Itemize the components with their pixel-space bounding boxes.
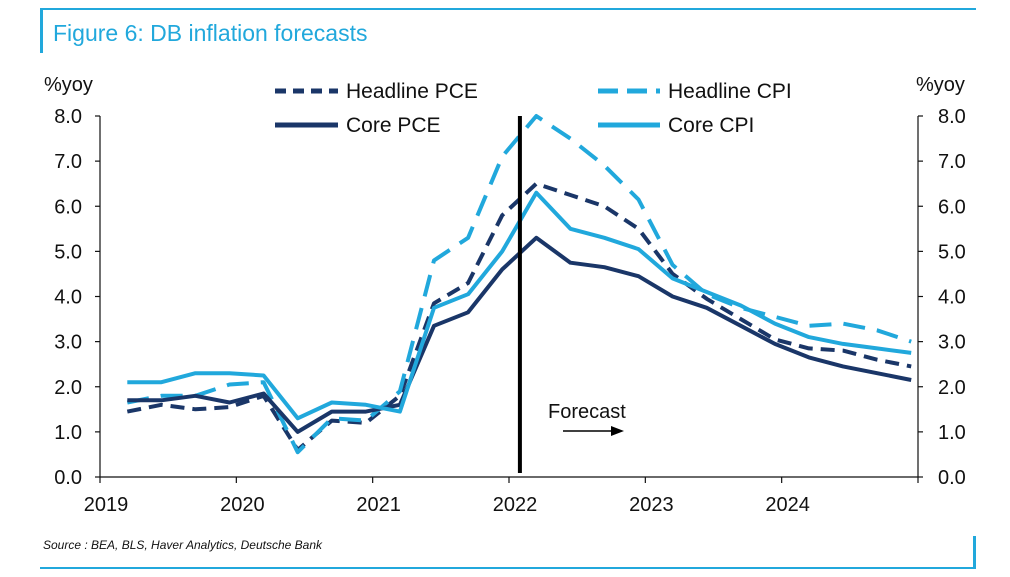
forecast-arrow-head bbox=[611, 426, 624, 436]
legend-label-headline-cpi: Headline CPI bbox=[668, 80, 792, 103]
y-tick-label-right: 8.0 bbox=[938, 106, 966, 128]
y-tick-label-left: 5.0 bbox=[54, 241, 82, 263]
frame-top-rule bbox=[40, 8, 976, 10]
y-tick-label-right: 0.0 bbox=[938, 467, 966, 489]
y-axis-unit-right: %yoy bbox=[916, 74, 965, 96]
frame-right-rule bbox=[973, 536, 976, 569]
source-note: Source : BEA, BLS, Haver Analytics, Deut… bbox=[43, 538, 323, 552]
y-axis-unit-left: %yoy bbox=[44, 74, 93, 96]
y-tick-label-left: 4.0 bbox=[54, 287, 82, 309]
y-tick-label-right: 5.0 bbox=[938, 241, 966, 263]
legend-label-headline-pce: Headline PCE bbox=[346, 80, 478, 103]
y-tick-label-left: 7.0 bbox=[54, 151, 82, 173]
series-line-headline-cpi bbox=[126, 114, 912, 455]
x-tick-label: 2022 bbox=[493, 494, 538, 516]
frame-bottom-rule bbox=[40, 567, 976, 569]
y-tick-label-left: 3.0 bbox=[54, 332, 82, 354]
chart-annotations: Forecast bbox=[517, 116, 626, 473]
x-tick-label: 2020 bbox=[220, 494, 265, 516]
y-tick-label-left: 1.0 bbox=[54, 422, 82, 444]
x-tick-label: 2023 bbox=[629, 494, 674, 516]
x-tick-label: 2021 bbox=[356, 494, 401, 516]
y-tick-label-right: 3.0 bbox=[938, 332, 966, 354]
x-tick-label: 2024 bbox=[765, 494, 810, 516]
y-tick-label-right: 4.0 bbox=[938, 287, 966, 309]
y-tick-label-right: 6.0 bbox=[938, 196, 966, 218]
x-tick-label: 2019 bbox=[84, 494, 129, 516]
y-tick-label-left: 6.0 bbox=[54, 196, 82, 218]
frame-left-rule bbox=[40, 8, 43, 53]
y-tick-label-left: 8.0 bbox=[54, 106, 82, 128]
legend: Headline PCE Headline CPI Core PCE Core CPI bbox=[275, 80, 792, 137]
y-tick-label-right: 7.0 bbox=[938, 151, 966, 173]
chart-axes: 0.0 0.0 1.0 1.0 2.0 2.0 3.0 3.0 4.0 4.0 5.0 5.0 6.0 6… bbox=[44, 74, 966, 516]
forecast-label: Forecast bbox=[548, 401, 626, 423]
y-tick-label-left: 2.0 bbox=[54, 377, 82, 399]
figure-title: Figure 6: DB inflation forecasts bbox=[53, 20, 368, 46]
y-tick-label-left: 0.0 bbox=[54, 467, 82, 489]
legend-label-core-cpi: Core CPI bbox=[668, 114, 754, 137]
y-tick-label-right: 1.0 bbox=[938, 422, 966, 444]
y-tick-label-right: 2.0 bbox=[938, 377, 966, 399]
legend-label-core-pce: Core PCE bbox=[346, 114, 441, 137]
